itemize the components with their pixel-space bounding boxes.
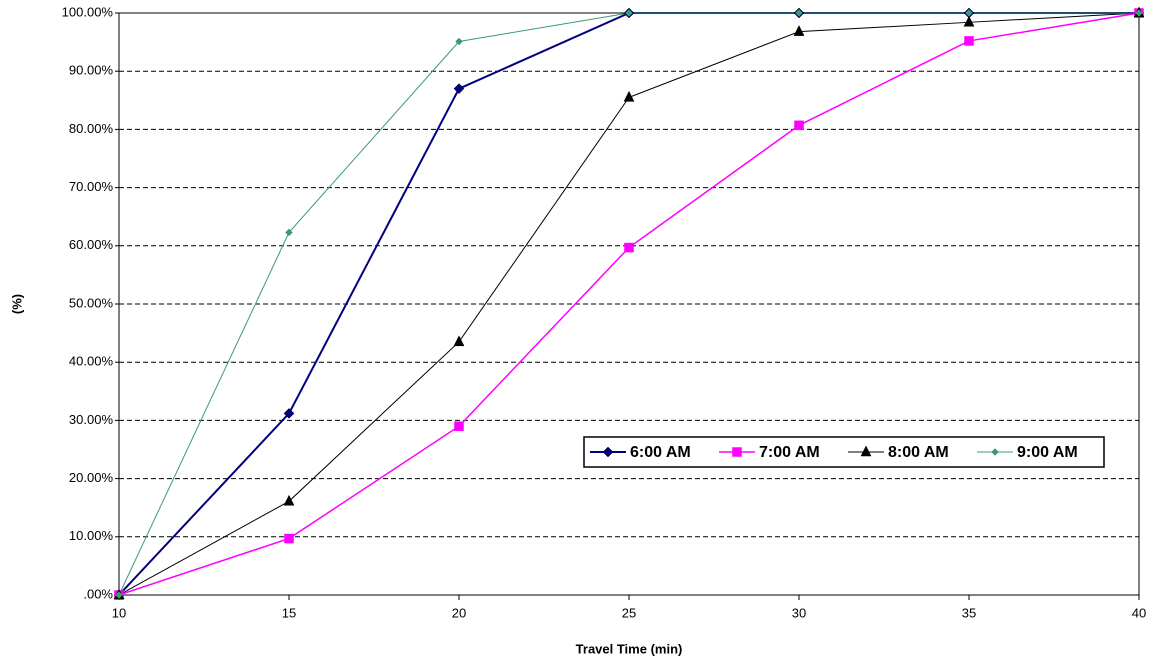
data-point xyxy=(795,9,803,17)
data-point xyxy=(965,9,973,17)
x-axis-title: Travel Time (min) xyxy=(576,641,683,656)
legend-label: 6:00 AM xyxy=(630,444,691,461)
y-tick-label: 50.00% xyxy=(69,295,114,310)
y-tick-label: .00% xyxy=(83,586,113,601)
data-point xyxy=(283,494,295,506)
legend-label: 8:00 AM xyxy=(888,444,949,461)
data-point xyxy=(793,25,805,36)
data-point xyxy=(454,421,464,431)
legend: 6:00 AM 7:00 AM 8:00 AM 9:00 AM xyxy=(583,436,1105,468)
y-tick-label: 90.00% xyxy=(69,63,114,78)
x-tick-label: 25 xyxy=(622,605,636,620)
x-tick-label: 10 xyxy=(112,605,126,620)
data-point xyxy=(964,36,974,46)
y-tick-label: 10.00% xyxy=(69,528,114,543)
y-tick-label: 20.00% xyxy=(69,470,114,485)
y-tick-label: 100.00% xyxy=(62,4,114,19)
y-tick-label: 30.00% xyxy=(69,412,114,427)
y-axis-title: (%) xyxy=(9,294,24,314)
y-tick-label: 80.00% xyxy=(69,121,114,136)
x-tick-label: 30 xyxy=(792,605,806,620)
data-point xyxy=(625,9,633,17)
data-point xyxy=(455,37,463,46)
x-tick-label: 15 xyxy=(282,605,296,620)
legend-box xyxy=(583,436,1105,468)
data-point xyxy=(115,591,123,599)
y-tick-label: 60.00% xyxy=(69,237,114,252)
data-point xyxy=(1135,9,1143,17)
y-tick-label: 40.00% xyxy=(69,354,114,369)
x-tick-label: 40 xyxy=(1132,605,1146,620)
data-point xyxy=(285,228,293,237)
data-point xyxy=(794,120,804,131)
data-point xyxy=(623,90,635,102)
data-point xyxy=(963,15,975,27)
x-tick-label: 20 xyxy=(452,605,466,620)
legend-label: 9:00 AM xyxy=(1017,444,1078,461)
legend-marker xyxy=(860,445,872,457)
data-point xyxy=(283,408,295,419)
legend-label: 7:00 AM xyxy=(759,444,820,461)
legend-marker xyxy=(991,448,999,456)
data-point xyxy=(453,335,465,347)
legend-marker xyxy=(732,447,742,457)
x-tick-label: 35 xyxy=(962,605,976,620)
data-point xyxy=(624,242,634,253)
data-point xyxy=(453,83,465,95)
y-tick-label: 70.00% xyxy=(69,179,114,194)
data-point xyxy=(284,533,294,544)
legend-marker xyxy=(602,446,614,458)
